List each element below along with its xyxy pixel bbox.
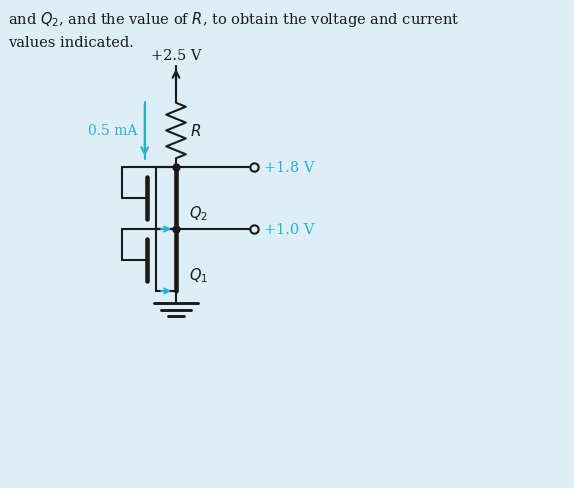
Text: $Q_1$: $Q_1$ (189, 266, 208, 285)
Text: $R$: $R$ (189, 123, 201, 139)
Text: $Q_2$: $Q_2$ (189, 204, 208, 223)
Text: values indicated.: values indicated. (8, 36, 134, 50)
Text: +2.5 V: +2.5 V (151, 49, 201, 63)
Text: and $Q_2$, and the value of $R$, to obtain the voltage and current: and $Q_2$, and the value of $R$, to obta… (8, 10, 459, 29)
Text: +1.0 V: +1.0 V (264, 223, 315, 237)
Text: +1.8 V: +1.8 V (264, 161, 315, 175)
Text: 0.5 mA: 0.5 mA (88, 124, 138, 138)
